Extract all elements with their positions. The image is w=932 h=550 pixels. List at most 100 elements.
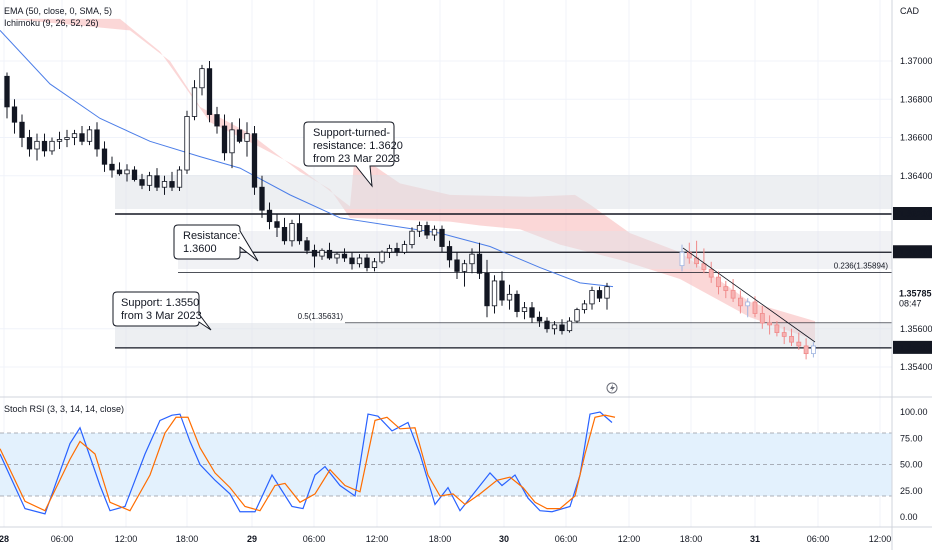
candle-57	[431, 225, 438, 241]
proj-body-16	[796, 341, 802, 347]
candle-15	[116, 162, 123, 176]
proj-candle-9	[745, 298, 751, 318]
candle-53	[401, 240, 408, 255]
callout-support: Support: 1.3550 from 3 Mar 2023	[112, 291, 212, 331]
candle-79	[596, 286, 603, 302]
candle-body-40	[304, 240, 310, 251]
candle-52	[394, 242, 400, 257]
candle-body-73	[551, 324, 558, 330]
proj-candle-16	[796, 332, 802, 350]
candle-73	[551, 321, 558, 335]
candle-12	[94, 122, 100, 157]
candle-77	[581, 300, 588, 314]
candle-body-68	[514, 293, 520, 312]
candle-80	[604, 282, 610, 310]
price-label-time-2: 08:47	[899, 298, 922, 308]
price-label-0: 1.36200	[899, 209, 932, 219]
candle-67	[506, 284, 513, 310]
price-tick-4: 1.35600	[900, 324, 932, 334]
time-tick-11: 18:00	[680, 534, 703, 544]
price-label-1: 1.36000	[899, 247, 932, 257]
candle-64	[484, 259, 490, 318]
candle-body-1	[11, 106, 18, 123]
stoch-rsi-legend[interactable]: Stoch RSI (3, 3, 14, 14, close)	[4, 404, 124, 414]
candle-68	[514, 290, 520, 318]
candle-58	[439, 225, 445, 253]
time-tick-13: 06:00	[807, 534, 830, 544]
proj-body-17	[803, 345, 809, 355]
projection-candles	[679, 240, 816, 360]
candle-33	[251, 126, 258, 195]
proj-body-9	[745, 301, 751, 307]
candle-0	[4, 72, 10, 119]
ema-legend[interactable]: EMA (50, close, 0, SMA, 5)	[4, 6, 112, 16]
candle-body-14	[109, 163, 115, 171]
time-tick-9: 06:00	[555, 534, 578, 544]
proj-candle-4	[708, 261, 714, 283]
candle-body-50	[379, 251, 385, 263]
price-tick-2: 1.36600	[900, 133, 932, 143]
time-tick-12: 31	[750, 534, 760, 544]
candle-body-23	[176, 169, 183, 188]
candle-14	[109, 156, 115, 178]
proj-body-11	[759, 313, 765, 324]
rsi-tick-4: 0.00	[900, 512, 918, 522]
candle-body-77	[581, 303, 588, 311]
candle-body-55	[416, 225, 423, 232]
proj-body-12	[767, 322, 772, 326]
candle-18	[139, 173, 145, 190]
proj-candle-13	[774, 321, 780, 337]
candle-69	[521, 301, 528, 320]
lightning-icon[interactable]	[606, 382, 618, 394]
candle-7	[56, 131, 63, 149]
proj-candle-3	[701, 248, 707, 274]
candle-27	[206, 61, 213, 123]
candle-body-0	[4, 75, 10, 108]
candle-body-8	[64, 137, 70, 140]
candle-body-60	[454, 259, 460, 272]
candle-body-35	[266, 209, 273, 223]
candle-76	[574, 307, 580, 324]
proj-candle-17	[803, 338, 809, 360]
stoch-rsi-lines	[0, 411, 616, 515]
candle-body-29	[221, 125, 228, 154]
proj-candle-0	[679, 244, 685, 272]
candle-35	[266, 202, 273, 230]
time-tick-14: 12:00	[869, 534, 892, 544]
candle-body-26	[199, 68, 205, 89]
candle-40	[304, 236, 310, 255]
proj-candle-7	[730, 279, 736, 302]
candle-body-64	[484, 272, 490, 307]
candle-body-59	[446, 246, 453, 261]
proj-candle-14	[781, 326, 787, 345]
candle-body-7	[56, 139, 63, 142]
candle-body-80	[604, 286, 610, 299]
candle-47	[356, 254, 363, 268]
candle-44	[334, 252, 340, 264]
time-tick-4: 29	[247, 534, 257, 544]
candle-body-38	[289, 223, 295, 242]
candle-body-71	[536, 316, 543, 322]
candle-body-39	[296, 223, 303, 242]
time-tick-6: 12:00	[366, 534, 389, 544]
candle-body-52	[394, 248, 400, 253]
callout-2-line2: 1.3600	[183, 243, 217, 255]
time-tick-3: 18:00	[176, 534, 199, 544]
candle-56	[424, 221, 430, 239]
candle-body-62	[469, 253, 475, 265]
candle-70	[529, 301, 535, 324]
callout-1-line1: Support-turned-	[313, 127, 390, 139]
candle-body-63	[476, 253, 483, 274]
candle-body-19	[146, 175, 153, 186]
candle-body-10	[79, 133, 85, 142]
callout-1-line2: resistance: 1.3620	[313, 140, 403, 152]
candle-body-6	[49, 140, 55, 152]
candle-body-3	[26, 137, 33, 150]
candle-body-44	[334, 253, 340, 259]
rsi-tick-2: 50.00	[900, 460, 923, 470]
proj-body-8	[738, 297, 743, 307]
candle-body-74	[559, 324, 565, 332]
rsi-series-1	[0, 414, 616, 512]
candle-32	[244, 122, 250, 157]
ichimoku-legend[interactable]: Ichimoku (9, 26, 52, 26)	[4, 18, 99, 28]
